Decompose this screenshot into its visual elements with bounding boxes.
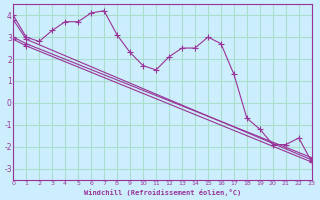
X-axis label: Windchill (Refroidissement éolien,°C): Windchill (Refroidissement éolien,°C): [84, 189, 241, 196]
